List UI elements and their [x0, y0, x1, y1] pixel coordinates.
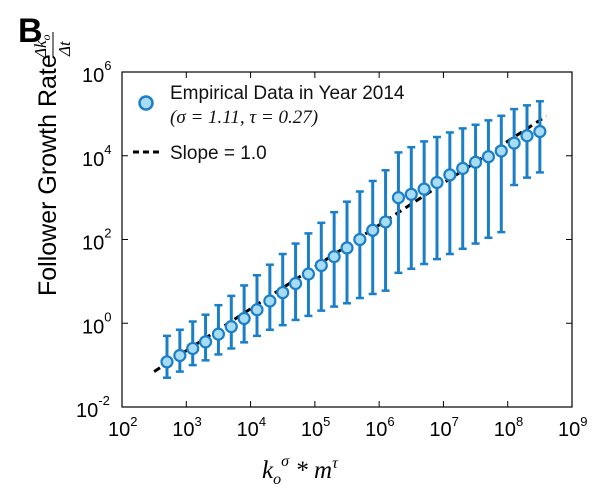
- y-axis-label-fraction-numerator: Δko: [31, 34, 53, 59]
- legend-marker-empirical: [138, 95, 154, 111]
- data-point: [250, 303, 264, 317]
- data-point: [520, 129, 534, 143]
- y-axis-label: Follower Growth Rate Δko Δt: [31, 32, 74, 296]
- data-point: [276, 285, 290, 300]
- data-point: [456, 161, 470, 175]
- data-point: [224, 320, 238, 334]
- data-point: [494, 144, 508, 158]
- legend: Empirical Data in Year 2014 (σ = 1.11, τ…: [133, 83, 405, 164]
- data-point: [327, 250, 341, 264]
- data-point: [366, 223, 380, 237]
- data-point: [468, 155, 483, 169]
- data-point: [173, 348, 187, 363]
- data-point: [378, 215, 393, 229]
- x-tick-label: 106: [365, 414, 394, 441]
- data-point: [198, 335, 213, 349]
- x-tick-label: 102: [108, 414, 137, 441]
- axis-ticks: 102 103 104 105 106 107 108 109 10-2 100 102 104 106: [76, 58, 587, 441]
- y-tick-label: 102: [82, 226, 111, 255]
- data-points-layer: [160, 100, 547, 379]
- data-point: [301, 267, 316, 281]
- data-point: [211, 327, 226, 341]
- data-point: [263, 294, 277, 308]
- data-point: [340, 241, 354, 255]
- x-tick-label: 104: [237, 414, 266, 441]
- y-tick-label: 104: [82, 142, 111, 171]
- data-point: [314, 258, 328, 273]
- data-point: [237, 311, 251, 326]
- data-point: [533, 124, 547, 139]
- y-axis-label-text: Follower Growth Rate: [34, 54, 62, 296]
- x-tick-label: 103: [172, 414, 201, 441]
- legend-label-params: (σ = 1.11, τ = 0.27): [170, 107, 318, 128]
- y-tick-label: 106: [82, 58, 111, 87]
- y-tick-label: 100: [82, 309, 111, 338]
- data-point: [417, 182, 431, 196]
- legend-label-slope: Slope = 1.0: [170, 143, 267, 164]
- y-axis-label-fraction-denominator: Δt: [55, 40, 74, 57]
- data-point: [186, 341, 200, 356]
- x-axis-label: koσ * mτ: [262, 453, 339, 488]
- x-tick-label: 107: [429, 414, 458, 441]
- x-tick-label: 105: [301, 414, 330, 441]
- data-point: [288, 276, 303, 291]
- data-point: [430, 175, 444, 190]
- legend-label-empirical: Empirical Data in Year 2014: [170, 83, 405, 104]
- x-tick-label: 109: [558, 414, 587, 441]
- plot-frame: [121, 71, 573, 408]
- data-point: [160, 355, 174, 369]
- y-tick-label: 10-2: [76, 393, 110, 422]
- data-point: [507, 136, 521, 150]
- data-point: [391, 191, 406, 205]
- data-point: [353, 232, 367, 247]
- x-tick-label: 108: [494, 414, 523, 441]
- data-point: [404, 187, 418, 201]
- data-point: [443, 168, 457, 182]
- data-point: [481, 150, 496, 164]
- panel-label: B: [18, 12, 43, 50]
